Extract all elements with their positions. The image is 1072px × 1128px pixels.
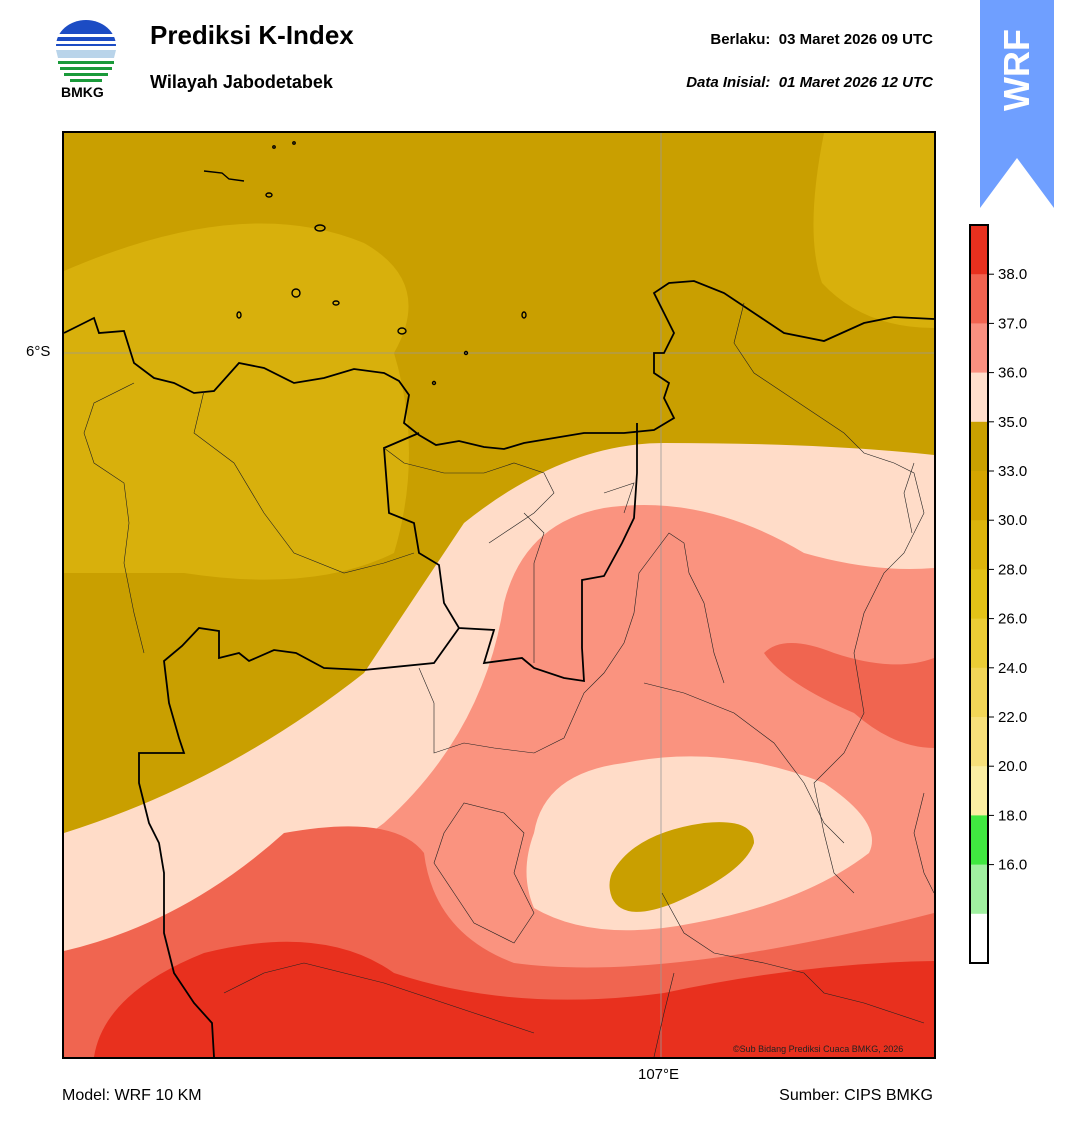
colorbar-tick-label: 26.0 xyxy=(998,611,1027,628)
colorbar-swatch xyxy=(970,913,988,964)
colorbar-tick-label: 22.0 xyxy=(998,709,1027,726)
colorbar-tick-label: 38.0 xyxy=(998,266,1027,283)
latitude-label: 6°S xyxy=(26,343,51,360)
k-index-map xyxy=(62,131,936,1059)
up-arrow-icon xyxy=(980,0,1054,208)
regency-boundaries xyxy=(83,302,934,1057)
colorbar-tick-label: 30.0 xyxy=(998,512,1027,529)
colorbar-tick-label: 28.0 xyxy=(998,561,1027,578)
colorbar-swatch xyxy=(970,815,988,866)
colorbar-tick-label: 36.0 xyxy=(998,365,1027,382)
source-info: Sumber: CIPS BMKG xyxy=(779,1087,933,1104)
model-info: Model: WRF 10 KM xyxy=(62,1087,202,1104)
colorbar-swatch xyxy=(970,766,988,816)
colorbar-swatch xyxy=(970,717,988,767)
colorbar-swatch xyxy=(970,323,988,374)
init-time: Data Inisial: 01 Maret 2026 12 UTC xyxy=(686,74,933,91)
colorbar-tick-label: 18.0 xyxy=(998,807,1027,824)
zone-37-38-east xyxy=(764,643,934,748)
colorbar-tick-label: 35.0 xyxy=(998,414,1027,431)
page-title: Prediksi K-Index xyxy=(150,20,354,50)
colorbar-swatch xyxy=(970,421,988,472)
map-copyright: ©Sub Bidang Prediksi Cuaca BMKG, 2026 xyxy=(733,1044,904,1054)
colorbar-swatch xyxy=(970,471,988,521)
wrf-badge: WRF xyxy=(980,0,1054,208)
zone-30-33-west xyxy=(64,223,409,580)
logo-text: BMKG xyxy=(61,84,104,100)
province-boundary-east xyxy=(383,423,638,683)
coastline xyxy=(64,280,934,450)
zone-30-33-ne xyxy=(813,133,934,328)
colorbar-frame xyxy=(969,224,989,964)
bmkg-logo: BMKG xyxy=(50,18,122,100)
colorbar-swatch xyxy=(970,569,988,620)
colorbar: 38.0 37.0 36.0 35.0 33.0 30.0 28.0 26.0 24.0 22.0… xyxy=(968,224,1058,969)
colorbar-swatch xyxy=(970,618,988,669)
colorbar-swatches xyxy=(970,225,988,964)
province-boundary-west xyxy=(138,627,460,1057)
colorbar-tick-label: 16.0 xyxy=(998,857,1027,874)
init-label: Data Inisial: xyxy=(686,74,771,91)
colorbar-swatch xyxy=(970,372,988,423)
thousand-islands xyxy=(203,141,527,386)
colorbar-swatch xyxy=(970,864,988,915)
valid-label: Berlaku: xyxy=(710,31,771,48)
region-subtitle: Wilayah Jabodetabek xyxy=(150,72,333,92)
wrf-badge-text: WRF xyxy=(996,29,1037,111)
valid-value: 03 Maret 2026 09 UTC xyxy=(778,31,933,48)
valid-time: Berlaku: 03 Maret 2026 09 UTC xyxy=(710,31,933,48)
init-value: 01 Maret 2026 12 UTC xyxy=(778,74,933,91)
colorbar-swatch xyxy=(970,225,988,275)
bmkg-logo-icon xyxy=(56,20,116,82)
colorbar-swatch xyxy=(970,667,988,718)
colorbar-swatch xyxy=(970,520,988,570)
longitude-label: 107°E xyxy=(638,1066,680,1083)
colorbar-tick-label: 33.0 xyxy=(998,463,1027,480)
colorbar-tick-label: 20.0 xyxy=(998,758,1027,775)
colorbar-ticks: 38.0 37.0 36.0 35.0 33.0 30.0 28.0 26.0 24.0 22.0… xyxy=(988,266,1027,874)
colorbar-swatch xyxy=(970,274,988,324)
zone-33-35-core xyxy=(609,822,754,912)
zone-above-38 xyxy=(94,941,934,1057)
colorbar-tick-label: 24.0 xyxy=(998,660,1027,677)
colorbar-tick-label: 37.0 xyxy=(998,315,1027,332)
